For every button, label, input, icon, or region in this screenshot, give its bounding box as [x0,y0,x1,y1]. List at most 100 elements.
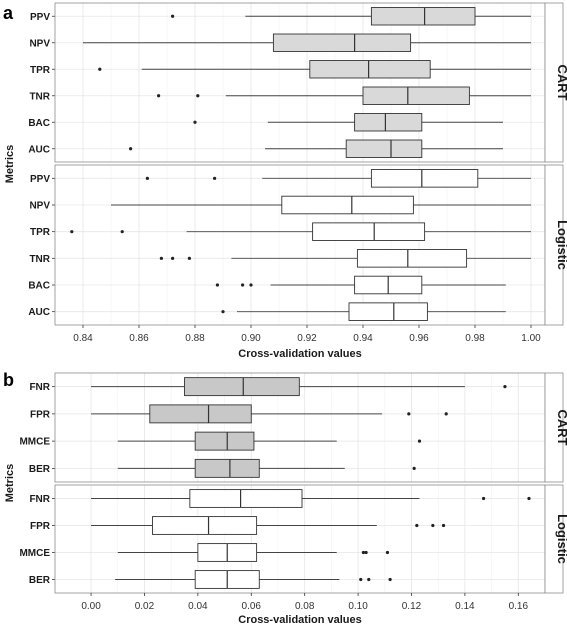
panel-b-logistic-fpr-outlier [441,523,446,528]
panel-b-x-tick-label: 0.16 [509,601,529,612]
panel-b-cart-fpr-tick-label: FPR [30,409,51,420]
panel-b-logistic-fpr-box [152,516,258,535]
panel-b-cart-ber-tick-label: BER [29,464,51,475]
panel-b-logistic-strip [544,484,564,594]
panel-b-logistic-fpr-outlier [415,523,419,528]
panel-a-cart-tnr-tick-label: TNR [29,91,50,102]
panel-b-logistic-ber-tick-label: BER [29,575,51,586]
panel-b-cart-ber-box [194,458,260,478]
panel-a-logistic-strip [544,164,564,326]
panel-a-logistic-ppv-tick-label: PPV [30,174,50,185]
panel-b-logistic-fnr-outlier [481,496,486,501]
panel-a-logistic-ppv-outlier [213,176,217,180]
panel-b-x-tick-label: 0.04 [188,601,208,612]
panel-a-cart-tnr-outlier [157,94,161,98]
panel-b-x-tick-label: 0.02 [135,601,155,612]
panel-a-y-axis-title: Metrics [4,145,16,184]
panel-b-logistic-fpr-tick-label: FPR [30,521,51,532]
panel-a-cart-strip-label: CART [555,64,567,100]
panel-b-x-tick-label: 0.14 [455,601,475,612]
panel-a-cart-tpr-box [309,60,431,79]
panel-a-cart-auc-box [345,139,423,158]
panel-b-x-axis-title: Cross-validation values [238,614,362,625]
panel-b-cart-fpr-outlier [444,412,448,416]
panel-a-logistic-npv-tick-label: NPV [29,201,50,212]
panel-b-logistic-mmce-tick-label: MMCE [19,548,50,559]
panel-a-logistic-ppv-box [370,169,479,188]
panel-b-logistic-mmce-outlier [361,550,366,555]
panel-b-cart-ber-outlier [412,466,416,470]
panel-a-logistic-tpr-outlier [70,230,74,234]
panel-b-y-axis-title: Metrics [4,464,16,503]
panel-a-cart-tnr-outlier [196,94,200,98]
panel-b-logistic-fnr-box [189,489,303,508]
panel-a-logistic-auc-box [348,302,428,321]
panel-a-logistic-background [55,165,545,325]
panel-a-x-tick-label: 0.84 [73,333,93,344]
panel-a-cart-auc-outlier [129,147,133,151]
panel-b-x-tick-label: 0.06 [242,601,262,612]
panel-b-x-tick-label: 0.12 [402,601,422,612]
panel-a-x-tick-label: 0.90 [241,333,261,344]
panel-a-logistic-tpr-box [312,222,426,241]
panel-b-cart-fpr-outlier [407,412,411,416]
panel-b-logistic-ber-outlier [388,577,392,582]
panel-b-cart-mmce-box [194,431,255,451]
panel-a-logistic-tnr-outlier [171,256,175,260]
panel-a-x-tick-label: 0.88 [185,333,205,344]
panel-a-logistic-bac-outlier [215,283,219,287]
panel-a-logistic-auc-tick-label: AUC [28,307,50,318]
panel-a-cart-tpr-tick-label: TPR [30,65,51,76]
panel-a-logistic-auc-outlier [221,310,225,314]
panel-a-logistic-tnr-outlier [187,256,191,260]
panel-a-cart-ppv-box [370,7,476,26]
panel-a-logistic-npv-box [281,195,414,215]
panel-a-cart-background [55,3,545,162]
panel-a-cart-strip [544,2,564,163]
panel-a-cart-tpr-outlier [98,67,102,71]
panel-a-x-tick-label: 1.00 [521,333,541,344]
panel-b-cart-strip [544,372,564,483]
panel-a-logistic-ppv-outlier [145,176,149,180]
panel-b-cart-fpr-box [149,404,252,424]
panel-a-cart-bac-box [354,113,423,132]
panel-a-logistic-bac-tick-label: BAC [28,281,50,292]
panel-a-logistic-tnr-tick-label: TNR [29,254,50,265]
panel-b-cart-mmce-outlier [417,439,422,443]
panel-a-logistic-tnr-outlier [159,256,163,260]
panel-b-logistic-strip-label: Logistic [555,514,567,564]
panel-a-cart-npv-tick-label: NPV [29,38,50,49]
panel-b-x-tick-label: 0.10 [348,601,368,612]
panel-a-cart-tnr-box [362,86,470,105]
panel-a-logistic-strip-label: Logistic [555,220,567,270]
panel-a-x-tick-label: 0.98 [465,333,485,344]
panel-b-label: b [3,370,14,390]
panel-a-cart-bac-tick-label: BAC [28,118,50,129]
panel-b-logistic-ber-outlier [367,577,371,582]
panel-b-cart-fnr-outlier [503,385,507,389]
panel-a-x-tick-label: 0.94 [353,333,373,344]
panel-a-cart-ppv-tick-label: PPV [30,12,50,23]
panel-b-cart-background [55,373,545,482]
panel-a-logistic-bac-outlier [241,283,245,287]
panel-a-cart-auc-tick-label: AUC [28,144,50,155]
panel-a-logistic-tnr-box [356,249,468,268]
panel-b-logistic-mmce-outlier [385,550,390,555]
panel-b-cart-fnr-tick-label: FNR [29,382,50,393]
panel-a-logistic-tpr-outlier [120,230,124,234]
panel-a-logistic-tpr-tick-label: TPR [30,227,51,238]
panel-b-cart-fnr-box [184,377,300,397]
panel-a-x-tick-label: 0.96 [409,333,429,344]
panel-b-logistic-fnr-tick-label: FNR [29,494,50,505]
panel-a-x-axis-title: Cross-validation values [238,348,362,360]
panel-a-x-tick-label: 0.86 [129,333,149,344]
panel-a-cart-bac-outlier [193,120,197,124]
panel-b-logistic-fpr-outlier [431,523,435,528]
panel-b-logistic-mmce-outlier [364,550,368,555]
panel-b-x-tick-label: 0.00 [81,601,101,612]
panel-a-x-tick-label: 0.92 [297,333,317,344]
panel-a-logistic-bac-outlier [249,283,253,287]
panel-b-x-tick-label: 0.08 [295,601,315,612]
